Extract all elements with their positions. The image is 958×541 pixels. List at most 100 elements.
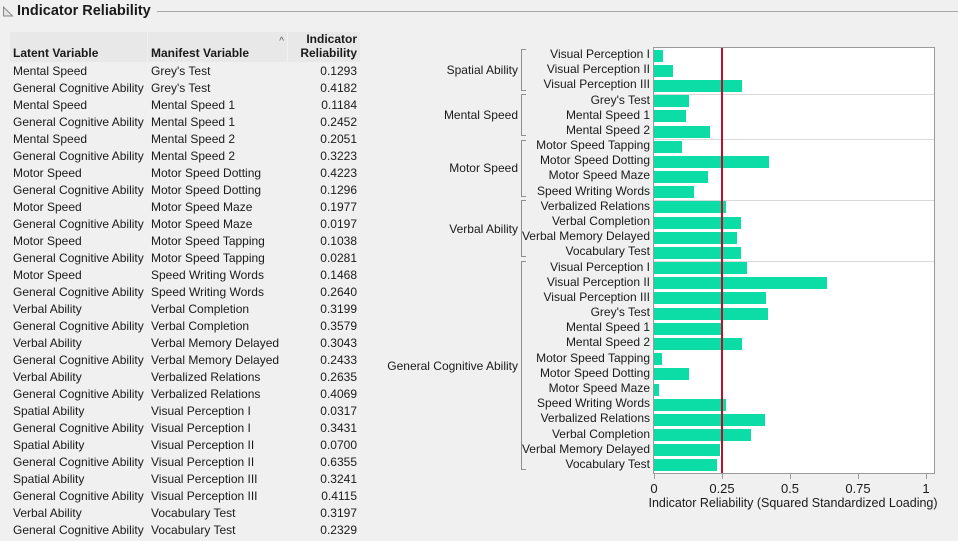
reliability-bar[interactable] xyxy=(654,429,752,442)
reliability-bar[interactable] xyxy=(654,171,708,183)
y-tick-label: Verbalized Relations xyxy=(540,411,650,426)
reliability-bar[interactable] xyxy=(654,231,737,244)
table-row[interactable]: General Cognitive Ability Visual Percept… xyxy=(10,453,361,470)
column-header-indicator-reliability[interactable]: Indicator Reliability xyxy=(288,32,360,62)
table-row[interactable]: Motor Speed Motor Speed Tapping 0.1038 xyxy=(10,232,361,249)
group-label: Spatial Ability xyxy=(446,62,518,77)
cell-latent-variable: General Cognitive Ability xyxy=(13,318,144,333)
table-row[interactable]: Spatial Ability Visual Perception II 0.0… xyxy=(10,436,361,453)
page-title[interactable]: Indicator Reliability xyxy=(17,3,151,19)
table-row[interactable]: General Cognitive Ability Vocabulary Tes… xyxy=(10,521,361,538)
cell-indicator-reliability: 0.1038 xyxy=(320,233,357,248)
reliability-bar[interactable] xyxy=(654,353,662,366)
reliability-bar[interactable] xyxy=(654,216,741,229)
cell-manifest-variable: Mental Speed 2 xyxy=(151,131,236,146)
table-row[interactable]: General Cognitive Ability Verbalized Rel… xyxy=(10,385,361,402)
table-row[interactable]: General Cognitive Ability Verbal Complet… xyxy=(10,317,361,334)
group-bracket xyxy=(521,48,526,91)
reliability-bar[interactable] xyxy=(654,322,721,335)
cell-latent-variable: Spatial Ability xyxy=(13,437,85,452)
reliability-bar[interactable] xyxy=(654,413,765,426)
cell-manifest-variable: Verbal Completion xyxy=(151,301,250,316)
reliability-bar[interactable] xyxy=(654,307,768,320)
table-row[interactable]: General Cognitive Ability Grey's Test 0.… xyxy=(10,79,361,96)
reliability-bar[interactable] xyxy=(654,246,741,259)
reliability-bar[interactable] xyxy=(654,368,690,381)
table-row[interactable]: Mental Speed Mental Speed 1 0.1184 xyxy=(10,96,361,113)
y-tick-label: Speed Writing Words xyxy=(537,396,650,411)
table-row[interactable]: Spatial Ability Visual Perception III 0.… xyxy=(10,470,361,487)
cell-manifest-variable: Visual Perception I xyxy=(151,420,251,435)
cell-manifest-variable: Vocabulary Test xyxy=(151,505,236,520)
table-row[interactable]: Verbal Ability Vocabulary Test 0.3197 xyxy=(10,504,361,521)
reliability-bar[interactable] xyxy=(654,398,726,411)
cell-indicator-reliability: 0.4223 xyxy=(320,165,357,180)
table-row[interactable]: Mental Speed Mental Speed 2 0.2051 xyxy=(10,130,361,147)
disclosure-triangle-icon[interactable] xyxy=(2,5,14,17)
table-row[interactable]: Spatial Ability Visual Perception I 0.03… xyxy=(10,402,361,419)
reliability-bar[interactable] xyxy=(654,49,663,62)
table-row[interactable]: General Cognitive Ability Mental Speed 2… xyxy=(10,147,361,164)
y-tick-label: Motor Speed Tapping xyxy=(536,138,650,153)
table-row[interactable]: General Cognitive Ability Motor Speed Ta… xyxy=(10,249,361,266)
y-tick-label: Visual Perception II xyxy=(546,62,650,77)
cell-indicator-reliability: 0.3223 xyxy=(320,148,357,163)
cell-indicator-reliability: 0.1296 xyxy=(320,182,357,197)
y-tick-label: Visual Perception I xyxy=(550,259,650,274)
reliability-bar[interactable] xyxy=(654,383,660,396)
indicator-reliability-table: Latent Variable Manifest Variable ^ Indi… xyxy=(10,32,361,538)
reliability-bar[interactable] xyxy=(654,292,766,305)
cell-latent-variable: Motor Speed xyxy=(13,233,82,248)
cell-indicator-reliability: 0.4182 xyxy=(320,80,357,95)
reliability-bar[interactable] xyxy=(654,140,683,153)
cell-indicator-reliability: 0.0281 xyxy=(320,250,357,265)
cell-indicator-reliability: 0.6355 xyxy=(320,454,357,469)
cell-indicator-reliability: 0.2329 xyxy=(320,522,357,537)
table-row[interactable]: Motor Speed Motor Speed Maze 0.1977 xyxy=(10,198,361,215)
table-row[interactable]: General Cognitive Ability Motor Speed Ma… xyxy=(10,215,361,232)
x-axis-title: Indicator Reliability (Squared Standardi… xyxy=(648,496,938,510)
table-row[interactable]: General Cognitive Ability Speed Writing … xyxy=(10,283,361,300)
table-row[interactable]: General Cognitive Ability Visual Percept… xyxy=(10,487,361,504)
table-row[interactable]: General Cognitive Ability Visual Percept… xyxy=(10,419,361,436)
table-row[interactable]: Mental Speed Grey's Test 0.1293 xyxy=(10,62,361,79)
reliability-bar[interactable] xyxy=(654,444,721,457)
cell-indicator-reliability: 0.1468 xyxy=(320,267,357,282)
table-row[interactable]: Motor Speed Speed Writing Words 0.1468 xyxy=(10,266,361,283)
reliability-bar[interactable] xyxy=(654,155,769,168)
reliability-bar[interactable] xyxy=(654,64,673,77)
y-tick-label: Vocabulary Test xyxy=(565,456,651,471)
table-row[interactable]: General Cognitive Ability Mental Speed 1… xyxy=(10,113,361,130)
y-tick-label: Motor Speed Dotting xyxy=(539,153,650,168)
column-header-latent-variable[interactable]: Latent Variable xyxy=(10,32,147,62)
column-header-manifest-variable[interactable]: Manifest Variable ^ xyxy=(148,32,287,62)
reliability-bar[interactable] xyxy=(654,95,690,108)
reliability-bar[interactable] xyxy=(654,110,687,123)
cell-latent-variable: Verbal Ability xyxy=(13,505,82,520)
reliability-bar[interactable] xyxy=(654,186,694,199)
reliability-bar[interactable] xyxy=(654,79,743,92)
reliability-bar[interactable] xyxy=(654,125,710,138)
reliability-bar[interactable] xyxy=(654,277,827,290)
group-separator-line xyxy=(654,93,934,95)
x-tick xyxy=(926,474,927,479)
cell-latent-variable: Mental Speed xyxy=(13,63,88,78)
table-row[interactable]: Verbal Ability Verbal Memory Delayed 0.3… xyxy=(10,334,361,351)
reliability-bar[interactable] xyxy=(654,262,748,275)
cell-manifest-variable: Grey's Test xyxy=(151,63,211,78)
cell-manifest-variable: Verbal Memory Delayed xyxy=(151,352,280,367)
cell-latent-variable: General Cognitive Ability xyxy=(13,488,144,503)
column-header-label: Indicator Reliability xyxy=(300,32,357,60)
table-row[interactable]: Motor Speed Motor Speed Dotting 0.4223 xyxy=(10,164,361,181)
reliability-bar[interactable] xyxy=(654,338,742,350)
cell-indicator-reliability: 0.0317 xyxy=(320,403,357,418)
table-row[interactable]: General Cognitive Ability Verbal Memory … xyxy=(10,351,361,368)
table-row[interactable]: General Cognitive Ability Motor Speed Do… xyxy=(10,181,361,198)
cell-indicator-reliability: 0.3431 xyxy=(320,420,357,435)
table-row[interactable]: Verbal Ability Verbal Completion 0.3199 xyxy=(10,300,361,317)
reliability-bar[interactable] xyxy=(654,201,726,214)
reliability-bar[interactable] xyxy=(654,459,718,472)
group-label: Verbal Ability xyxy=(449,222,518,237)
table-row[interactable]: Verbal Ability Verbalized Relations 0.26… xyxy=(10,368,361,385)
